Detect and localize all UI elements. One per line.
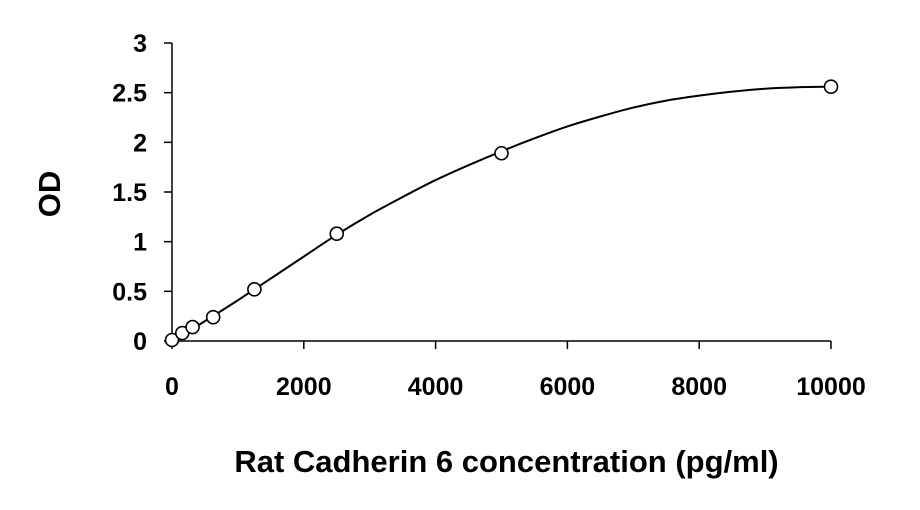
y-tick-label: 2: [133, 129, 147, 157]
data-points: [164, 79, 839, 348]
x-tick-label: 6000: [540, 373, 596, 401]
x-tick-label: 0: [165, 373, 179, 401]
axes: [171, 43, 831, 342]
data-point: [823, 79, 839, 95]
y-tick-label: 2.5: [112, 80, 147, 108]
y-tick-label: 1: [133, 229, 147, 257]
data-point: [164, 332, 180, 348]
y-axis-title: OD: [32, 171, 67, 218]
data-point: [185, 319, 200, 335]
x-tick-label: 4000: [408, 373, 464, 401]
data-point: [205, 309, 221, 325]
data-point: [247, 282, 262, 297]
x-tick-label: 8000: [671, 373, 727, 401]
data-point: [494, 145, 509, 161]
data-point: [329, 226, 345, 242]
y-tick-label: 0.5: [112, 278, 147, 306]
fit-curve: [171, 85, 832, 342]
x-tick-label: 2000: [276, 373, 332, 401]
x-axis-title: Rat Cadherin 6 concentration (pg/ml): [234, 444, 778, 479]
y-tick-label: 3: [133, 30, 147, 58]
x-tick-label: 10000: [796, 373, 866, 401]
fit-curve-layer: [171, 85, 832, 342]
ticks: 0 0.5 1 1.5 2 2.5 3 0 2000 4000 6000 8000 10000: [112, 30, 866, 401]
y-tick-label: 0: [133, 328, 147, 356]
y-tick-label: 1.5: [112, 179, 147, 207]
